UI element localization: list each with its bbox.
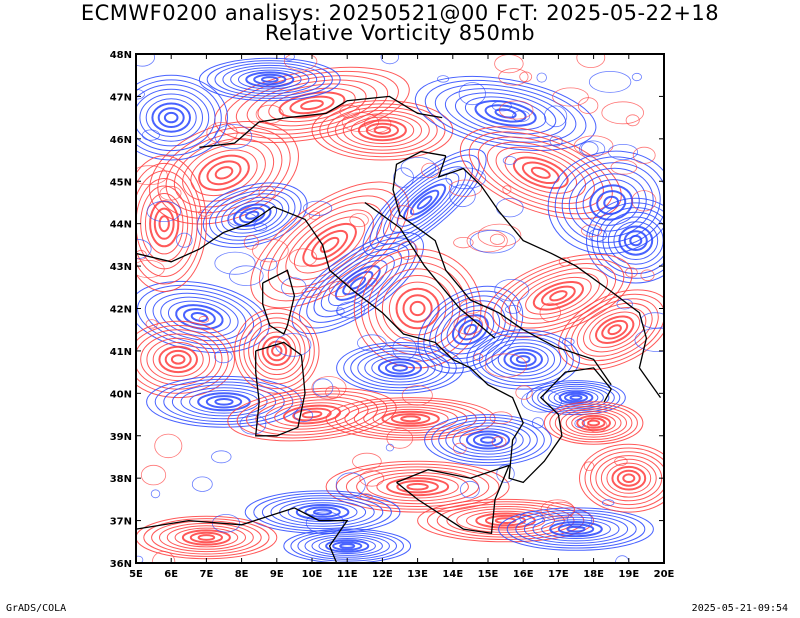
negative-vorticity-feature: [498, 507, 654, 551]
latitude-label: 47N: [110, 92, 132, 103]
longitude-label: 18E: [583, 569, 604, 580]
positive-vorticity-feature: [234, 308, 320, 394]
longitude-axis-labels: 5E 6E 7E 8E 9E 10E 11E 12E 13E 14E 15E 16E 17E 18E 19E…: [129, 569, 674, 580]
coastline: [364, 201, 496, 339]
longitude-label: 20E: [654, 569, 675, 580]
positive-vorticity-feature: [353, 248, 482, 369]
negative-vorticity-feature: [196, 182, 308, 248]
latitude-label: 46N: [110, 135, 132, 146]
latitude-label: 36N: [110, 559, 132, 570]
positive-vorticity-feature: [136, 515, 278, 560]
positive-vorticity-feature: [136, 155, 207, 293]
negative-vorticity-feature: [586, 197, 664, 284]
latitude-label: 43N: [110, 262, 132, 273]
coastline: [223, 205, 612, 484]
negative-vorticity-feature: [283, 528, 412, 563]
coastline: [262, 269, 296, 335]
longitude-label: 13E: [407, 569, 428, 580]
coastlines-and-borders: [136, 95, 662, 563]
longitude-label: 10E: [302, 569, 323, 580]
coastline: [392, 150, 612, 386]
coastline: [437, 155, 662, 398]
longitude-label: 12E: [372, 569, 393, 580]
vorticity-contour-field: [136, 54, 664, 563]
coastline: [199, 95, 443, 148]
latitude-label: 42N: [110, 305, 132, 316]
positive-vorticity-feature: [227, 387, 397, 442]
latitude-label: 38N: [110, 474, 132, 485]
longitude-label: 17E: [548, 569, 569, 580]
latitude-axis-labels: 36N 37N 38N 39N 40N 41N 42N 43N 44N 45N 46N 47N 48N: [110, 50, 132, 570]
longitude-label: 9E: [270, 569, 284, 580]
latitude-label: 41N: [110, 347, 132, 358]
longitude-label: 19E: [618, 569, 639, 580]
longitude-label: 8E: [235, 569, 249, 580]
longitude-label: 5E: [129, 569, 143, 580]
positive-vorticity-feature: [543, 401, 644, 445]
latitude-label: 40N: [110, 389, 132, 400]
footer-software-label: GrADS/COLA: [6, 603, 67, 614]
negative-vorticity-feature: [336, 342, 464, 394]
latitude-label: 44N: [110, 220, 132, 231]
coastline: [136, 231, 225, 263]
latitude-label: 37N: [110, 517, 132, 528]
map-title-line2: Relative Vorticity 850mb: [264, 21, 536, 45]
coastline: [136, 507, 349, 563]
coastline: [254, 341, 306, 437]
coastline: [396, 464, 511, 535]
longitude-label: 16E: [513, 569, 534, 580]
longitude-label: 7E: [200, 569, 214, 580]
positive-vorticity-feature: [558, 289, 664, 370]
longitude-label: 6E: [164, 569, 178, 580]
positive-vorticity-feature: [311, 100, 454, 161]
latitude-label: 39N: [110, 432, 132, 443]
footer-timestamp: 2025-05-21-09:54: [691, 603, 788, 614]
negative-vorticity-feature: [198, 57, 341, 102]
longitude-label: 11E: [337, 569, 358, 580]
axis-ticks: [135, 53, 665, 564]
negative-vorticity-feature: [136, 74, 228, 161]
longitude-label: 14E: [442, 569, 463, 580]
positive-vorticity-feature: [325, 397, 496, 441]
latitude-label: 48N: [110, 50, 132, 61]
longitude-label: 15E: [478, 569, 499, 580]
positive-vorticity-feature: [417, 498, 595, 543]
negative-vorticity-feature: [424, 414, 552, 466]
map-title-line1: ECMWF0200 analisys: 20250521@00 FcT: 202…: [80, 1, 720, 25]
latitude-label: 45N: [110, 177, 132, 188]
negative-vorticity-feature: [547, 150, 664, 255]
